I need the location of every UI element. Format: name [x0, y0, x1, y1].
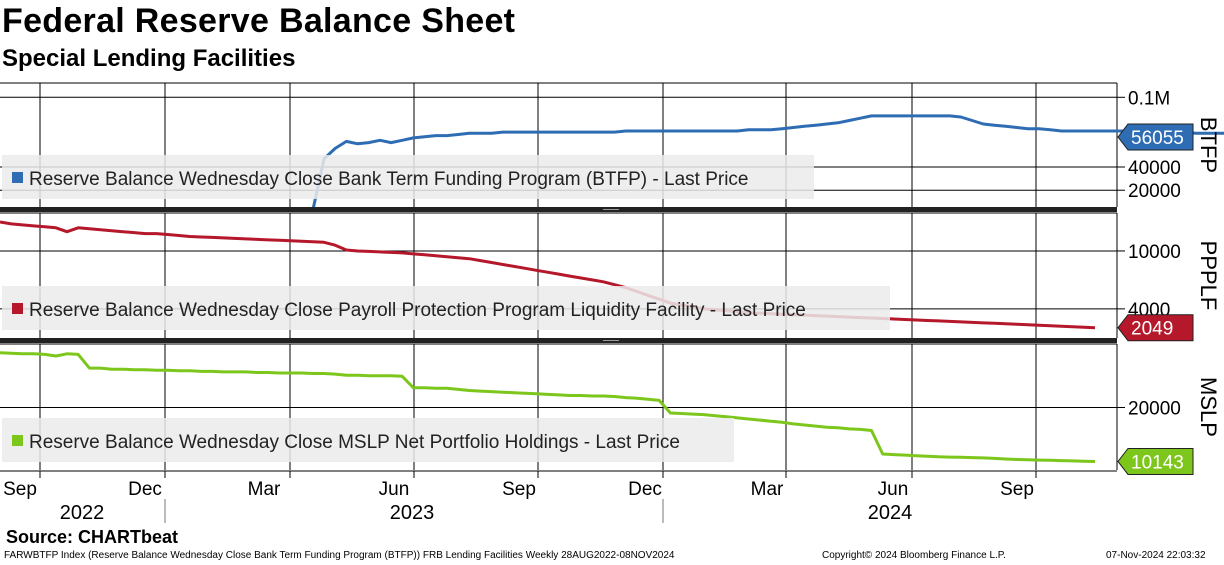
y-tick-label: 40000 — [1128, 158, 1181, 179]
last-value-marker — [1117, 447, 1194, 475]
legend-swatch — [12, 172, 23, 183]
footer-index-description: FARWBTFP Index (Reserve Balance Wednesda… — [4, 550, 675, 561]
chart-subtitle: Special Lending Facilities — [2, 45, 296, 72]
x-axis: Sep Dec Mar Jun Sep Dec Mar Jun Sep 2022 2023 2024 — [3, 471, 1037, 524]
panel-label-mslp: MSLP — [1196, 377, 1221, 437]
legend-box — [2, 155, 814, 199]
legend-box — [2, 418, 734, 462]
last-value-label: 10143 — [1131, 452, 1184, 473]
x-month-label: Dec — [628, 479, 662, 500]
footer-copyright: Copyright© 2024 Bloomberg Finance L.P. — [822, 550, 1006, 561]
x-month-label: Sep — [1000, 479, 1034, 500]
x-month-label: Mar — [751, 479, 784, 500]
x-year-label: 2024 — [868, 502, 913, 524]
y-tick-label: 20000 — [1128, 399, 1181, 420]
y-tick-label: 20000 — [1128, 181, 1181, 202]
legend-label: Reserve Balance Wednesday Close MSLP Net… — [29, 432, 680, 453]
legend-label: Reserve Balance Wednesday Close Payroll … — [29, 300, 806, 321]
last-value-label: 56055 — [1131, 128, 1184, 149]
y-tick-label: 10000 — [1128, 242, 1181, 263]
x-year-label: 2023 — [390, 502, 435, 524]
x-year-label: 2022 — [60, 502, 105, 524]
series-line-mslp — [0, 351, 1096, 463]
series-line-ppplf — [0, 220, 1096, 330]
panel-separator — [0, 207, 1117, 212]
panel-separator — [0, 338, 1117, 343]
panel-label-btfp: BTFP — [1196, 117, 1221, 173]
panel-label-ppplf: PPPLF — [1196, 241, 1221, 311]
x-month-label: Sep — [502, 479, 536, 500]
panel-mslp: 20000 Reserve Balance Wednesday Close MSL… — [0, 343, 1221, 475]
last-value-label: 2049 — [1131, 319, 1173, 340]
series-line-btfp — [311, 114, 1224, 211]
y-tick-label: 0.1M — [1128, 88, 1170, 109]
chart-title: Federal Reserve Balance Sheet — [2, 2, 516, 40]
source-label: Source: CHARTbeat — [6, 527, 179, 547]
x-month-label: Jun — [379, 479, 410, 500]
x-month-label: Mar — [248, 479, 281, 500]
legend-box — [2, 286, 890, 330]
legend-swatch — [12, 435, 23, 446]
x-month-label: Jun — [878, 479, 909, 500]
x-month-label: Sep — [3, 479, 37, 500]
last-value-marker — [1117, 123, 1194, 151]
legend-swatch — [12, 303, 23, 314]
last-value-marker — [1117, 314, 1194, 342]
legend-label: Reserve Balance Wednesday Close Bank Ter… — [29, 169, 749, 190]
x-month-label: Dec — [128, 479, 162, 500]
footer-timestamp: 07-Nov-2024 22:03:32 — [1106, 550, 1206, 561]
